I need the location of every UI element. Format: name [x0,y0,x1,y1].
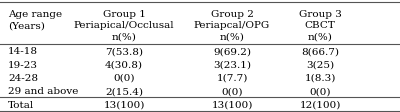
Text: Age range: Age range [8,10,62,19]
Text: n(%): n(%) [308,32,332,41]
Text: (Years): (Years) [8,21,45,30]
Text: 0(0): 0(0) [221,86,243,95]
Text: 0(0): 0(0) [113,73,135,82]
Text: 0(0): 0(0) [309,86,331,95]
Text: n(%): n(%) [220,32,244,41]
Text: n(%): n(%) [112,32,136,41]
Text: 13(100): 13(100) [103,100,145,109]
Text: Group 1: Group 1 [102,10,146,19]
Text: 9(69.2): 9(69.2) [213,47,251,56]
Text: 8(66.7): 8(66.7) [301,47,339,56]
Text: Periapical/Occlusal: Periapical/Occlusal [74,21,174,30]
Text: 1(7.7): 1(7.7) [216,73,248,82]
Text: Total: Total [8,100,34,109]
Text: 3(23.1): 3(23.1) [213,60,251,69]
Text: 19-23: 19-23 [8,60,38,69]
Text: CBCT: CBCT [304,21,336,30]
Text: 29 and above: 29 and above [8,86,78,95]
Text: 4(30.8): 4(30.8) [105,60,143,69]
Text: 7(53.8): 7(53.8) [105,47,143,56]
Text: 12(100): 12(100) [299,100,341,109]
Text: 3(25): 3(25) [306,60,334,69]
Text: Periapcal/OPG: Periapcal/OPG [194,21,270,30]
Text: 14-18: 14-18 [8,47,38,56]
Text: 2(15.4): 2(15.4) [105,86,143,95]
Text: 24-28: 24-28 [8,73,38,82]
Text: Group 3: Group 3 [298,10,342,19]
Text: 13(100): 13(100) [211,100,253,109]
Text: 1(8.3): 1(8.3) [304,73,336,82]
Text: Group 2: Group 2 [210,10,254,19]
